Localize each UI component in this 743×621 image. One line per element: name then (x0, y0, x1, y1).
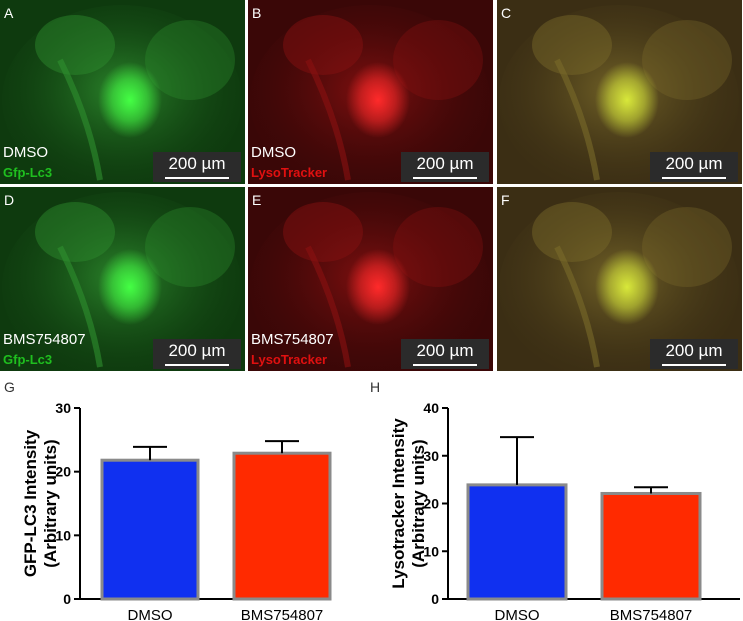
tissue-shape (642, 207, 732, 287)
chart-h: 0 10 20 30 40 DMSO BMS754807 Lysotracker Intens… (389, 400, 740, 621)
tissue-fiber (57, 58, 103, 181)
y-tick-label: 20 (55, 464, 71, 480)
scale-box: 200 µm (153, 152, 241, 182)
tissue-shape (145, 20, 235, 100)
scale-text: 200 µm (168, 154, 226, 173)
tissue-shape (35, 202, 115, 262)
bar (100, 458, 200, 601)
scale-bar (662, 177, 726, 179)
tissue-shape (35, 15, 115, 75)
y-tick-label: 40 (423, 400, 439, 416)
bar (466, 483, 568, 601)
x-tick-label: BMS754807 (610, 607, 693, 621)
condition-label: DMSO (251, 144, 296, 161)
condition-label: BMS754807 (251, 331, 334, 348)
scale-text: 200 µm (416, 154, 474, 173)
scale-box: 200 µm (401, 339, 489, 369)
stain-label: Gfp-Lc3 (3, 352, 53, 367)
scale-box: 200 µm (650, 152, 738, 182)
tissue-fiber (554, 58, 600, 181)
chart-g: 0 10 20 30 DMSO BMS754807 GFP-LC3 Intensity(Ar… (21, 400, 332, 621)
tissue-fiber (554, 245, 600, 368)
scale-bar (413, 364, 477, 366)
scale-text: 200 µm (665, 154, 723, 173)
tissue-fiber (305, 58, 351, 181)
condition-label: BMS754807 (3, 331, 86, 348)
y-tick-label: 20 (423, 496, 439, 512)
x-tick-label: DMSO (495, 607, 540, 621)
bar (600, 491, 702, 601)
micrograph-c (497, 0, 742, 184)
stain-label: Gfp-Lc3 (3, 165, 53, 180)
tissue-shape (532, 15, 612, 75)
panel-label: E (252, 192, 262, 208)
fluorescent-region (595, 249, 659, 325)
scale-bar (413, 177, 477, 179)
fluorescent-region (98, 62, 162, 138)
tissue-fiber (57, 245, 103, 368)
scale-text: 200 µm (416, 341, 474, 360)
bar (232, 451, 332, 601)
y-axis-label: GFP-LC3 Intensity(Arbitrary units) (21, 429, 60, 577)
scale-bar (165, 177, 229, 179)
stain-label: LysoTracker (251, 165, 328, 180)
tissue-shape (532, 202, 612, 262)
y-tick-label: 0 (63, 591, 71, 607)
y-tick-label: 30 (423, 448, 439, 464)
scale-text: 200 µm (168, 341, 226, 360)
y-tick-label: 0 (431, 591, 439, 607)
panel-label: B (252, 5, 262, 21)
fluorescent-region (595, 62, 659, 138)
condition-label: DMSO (3, 144, 48, 161)
panel-c: C 200 µm (497, 0, 742, 184)
scale-text: 200 µm (665, 341, 723, 360)
x-tick-label: DMSO (128, 607, 173, 621)
scale-box: 200 µm (401, 152, 489, 182)
panel-label: F (501, 192, 510, 208)
scale-bar (662, 364, 726, 366)
panel-f: F 200 µm (497, 187, 742, 371)
micrograph-a (0, 0, 245, 184)
fluorescent-region (346, 249, 410, 325)
tissue-shape (393, 207, 483, 287)
tissue-shape (283, 202, 363, 262)
stain-label: LysoTracker (251, 352, 328, 367)
x-tick-label: BMS754807 (241, 607, 324, 621)
panel-label: A (4, 5, 14, 21)
panel-label: D (4, 192, 15, 208)
fluorescent-region (346, 62, 410, 138)
micrograph-b (248, 0, 493, 184)
y-tick-label: 30 (55, 400, 71, 416)
y-axis-label: Lysotracker Intensity(Arbitrary units) (389, 418, 428, 589)
panel-label: C (501, 5, 512, 21)
y-tick-label: 10 (55, 527, 71, 543)
scale-bar (165, 364, 229, 366)
tissue-shape (642, 20, 732, 100)
y-tick-label: 10 (423, 543, 439, 559)
panel-e: E BMS754807 LysoTracker 200 µm (248, 187, 493, 371)
tissue-shape (145, 207, 235, 287)
chart-panel-label-h: H (370, 379, 381, 395)
fluorescent-region (98, 249, 162, 325)
scale-box: 200 µm (153, 339, 241, 369)
chart-panel-label-g: G (4, 379, 15, 395)
tissue-shape (393, 20, 483, 100)
panel-d: D BMS754807 Gfp-Lc3 200 µm (0, 187, 245, 371)
panel-b: B DMSO LysoTracker 200 µm (248, 0, 493, 184)
tissue-shape (283, 15, 363, 75)
panel-a: A DMSO Gfp-Lc3 200 µm (0, 0, 245, 184)
scale-box: 200 µm (650, 339, 738, 369)
tissue-fiber (305, 245, 351, 368)
